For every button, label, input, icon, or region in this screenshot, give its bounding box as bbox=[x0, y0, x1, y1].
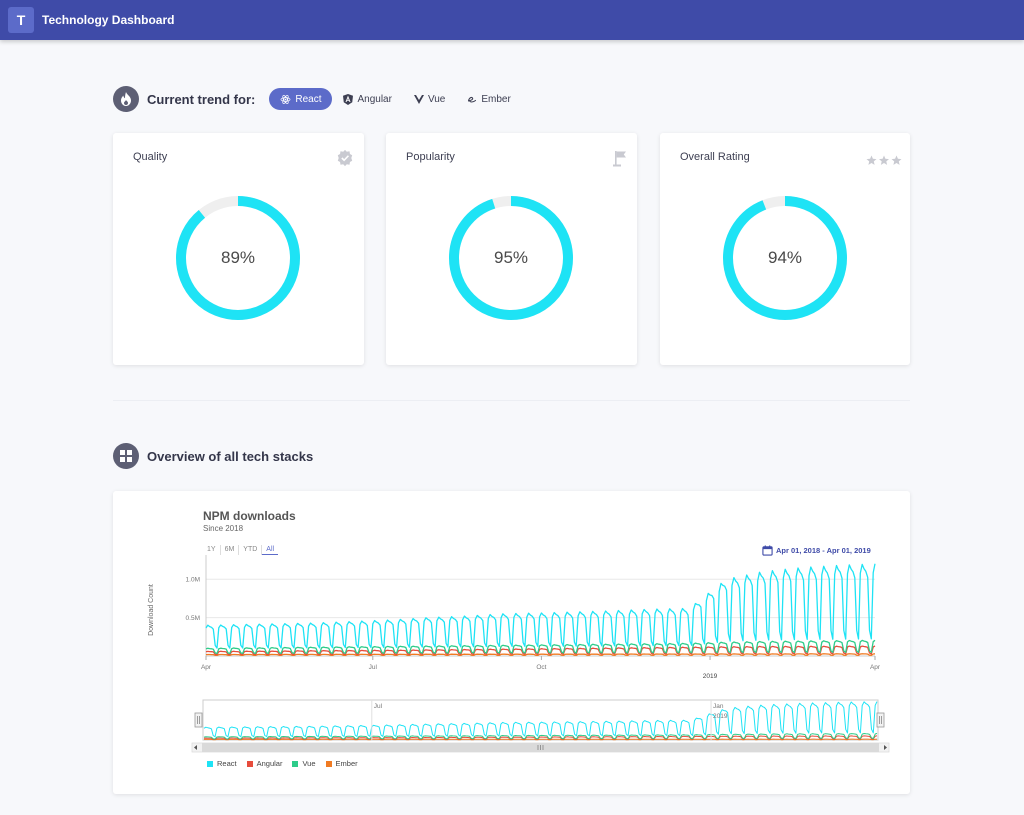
quality-card-title: Quality bbox=[133, 151, 168, 163]
date-range-picker[interactable]: Apr 01, 2018 - Apr 01, 2019 bbox=[762, 545, 871, 556]
react-icon bbox=[280, 94, 291, 105]
chart-subtitle: Since 2018 bbox=[203, 524, 244, 533]
flag-icon bbox=[613, 149, 629, 172]
calendar-icon bbox=[762, 545, 773, 556]
dashboard-grid-icon bbox=[113, 443, 139, 469]
vue-icon bbox=[413, 94, 424, 104]
overview-title: Overview of all tech stacks bbox=[147, 448, 314, 464]
app-logo[interactable]: T bbox=[8, 7, 34, 33]
quality-donut bbox=[176, 196, 300, 320]
legend-item-ember[interactable]: Ember bbox=[325, 759, 358, 768]
check-badge-icon bbox=[336, 149, 354, 172]
range-6m-button[interactable]: 6M bbox=[221, 545, 240, 555]
fire-icon bbox=[113, 86, 139, 112]
date-range-text: Apr 01, 2018 - Apr 01, 2019 bbox=[776, 546, 871, 555]
tech-tabs: React Angular Vue Ember bbox=[269, 88, 521, 110]
legend-label-react: React bbox=[217, 759, 237, 768]
app-title: Technology Dashboard bbox=[42, 13, 175, 27]
chart-legend: React Angular Vue Ember bbox=[207, 759, 368, 768]
popularity-card-title: Popularity bbox=[406, 151, 455, 163]
legend-item-vue[interactable]: Vue bbox=[292, 759, 316, 768]
popularity-donut bbox=[449, 196, 573, 320]
legend-swatch-ember bbox=[325, 760, 332, 767]
npm-chart-card bbox=[113, 491, 910, 794]
quality-value: 89% bbox=[220, 248, 256, 267]
tab-react[interactable]: React bbox=[269, 88, 333, 110]
trend-header: Current trend for: React Angular Vue Emb… bbox=[113, 86, 522, 112]
popularity-value: 95% bbox=[493, 248, 529, 267]
overall-rating-card: Overall Rating 94% bbox=[660, 133, 910, 365]
legend-swatch-vue bbox=[292, 760, 299, 767]
overall-rating-card-title: Overall Rating bbox=[680, 151, 750, 163]
tab-react-label: React bbox=[295, 93, 322, 105]
legend-label-vue: Vue bbox=[302, 759, 316, 768]
legend-item-react[interactable]: React bbox=[207, 759, 237, 768]
legend-label-angular: Angular bbox=[256, 759, 283, 768]
overview-header: Overview of all tech stacks bbox=[113, 443, 313, 469]
range-selector: 1Y 6M YTD All bbox=[203, 545, 279, 555]
overall-rating-donut bbox=[723, 196, 847, 320]
legend-swatch-angular bbox=[246, 760, 253, 767]
tab-ember-label: Ember bbox=[481, 93, 511, 105]
range-all-button[interactable]: All bbox=[262, 545, 279, 555]
legend-item-angular[interactable]: Angular bbox=[246, 759, 283, 768]
tab-angular[interactable]: Angular bbox=[332, 88, 402, 110]
stars-icon bbox=[866, 153, 902, 171]
section-divider bbox=[113, 400, 910, 401]
quality-card: Quality 89% bbox=[113, 133, 364, 365]
tab-ember[interactable]: Ember bbox=[456, 88, 521, 110]
range-1y-button[interactable]: 1Y bbox=[203, 545, 221, 555]
popularity-card: Popularity 95% bbox=[386, 133, 637, 365]
legend-swatch-react bbox=[207, 760, 213, 767]
tab-vue-label: Vue bbox=[427, 93, 446, 105]
tab-vue[interactable]: Vue bbox=[403, 88, 456, 110]
chart-title: NPM downloads bbox=[203, 509, 296, 523]
app-bar: T Technology Dashboard bbox=[0, 0, 1024, 40]
angular-icon bbox=[343, 93, 354, 105]
ember-icon bbox=[467, 95, 477, 104]
trend-title: Current trend for: bbox=[147, 91, 256, 107]
legend-label-ember: Ember bbox=[335, 759, 358, 768]
tab-angular-label: Angular bbox=[357, 93, 392, 105]
range-ytd-button[interactable]: YTD bbox=[239, 545, 263, 555]
overall-rating-value: 94% bbox=[767, 248, 803, 267]
